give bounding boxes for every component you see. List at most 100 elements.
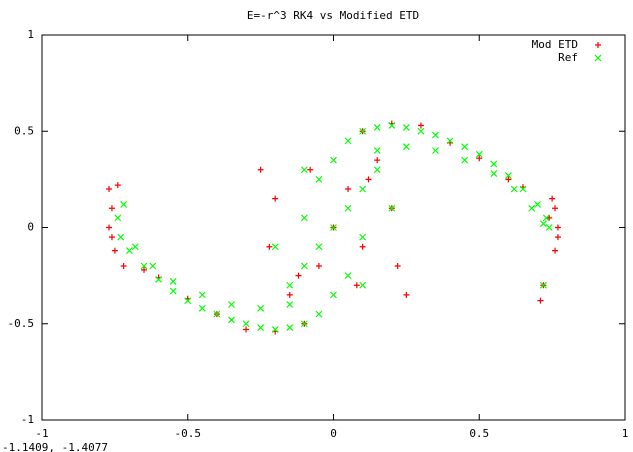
point	[345, 186, 352, 192]
point	[120, 200, 128, 208]
point	[476, 155, 483, 162]
point	[106, 186, 113, 192]
y-tick-label: 1	[27, 28, 34, 41]
point	[537, 297, 544, 304]
point	[271, 326, 279, 333]
point	[402, 143, 410, 151]
point	[286, 301, 294, 308]
point	[111, 247, 118, 254]
point	[242, 320, 250, 328]
point	[131, 243, 139, 251]
point	[243, 326, 250, 333]
point	[402, 123, 410, 131]
point	[373, 147, 381, 154]
coordinates: -1.1409, -1.4077	[2, 441, 108, 452]
point	[344, 137, 352, 145]
point	[300, 320, 308, 328]
point	[300, 214, 308, 222]
point	[504, 172, 512, 179]
point	[286, 324, 294, 332]
point	[554, 224, 561, 231]
point	[432, 131, 439, 139]
point	[490, 160, 498, 168]
point	[519, 185, 527, 193]
x-tick-label: 0.5	[469, 427, 489, 440]
point	[228, 316, 235, 324]
point	[114, 182, 121, 189]
point	[286, 291, 293, 298]
point	[539, 220, 547, 228]
point	[169, 287, 177, 295]
point	[461, 143, 469, 151]
legend-marker	[595, 42, 601, 48]
point	[272, 195, 279, 202]
point	[344, 272, 352, 280]
point	[140, 262, 148, 270]
point	[300, 262, 308, 270]
point	[373, 123, 381, 131]
point	[552, 205, 559, 212]
point	[432, 147, 439, 154]
point	[365, 176, 372, 183]
point	[359, 127, 367, 135]
x-tick-label: 0	[330, 427, 337, 440]
point	[108, 234, 115, 241]
point	[198, 291, 206, 299]
point	[394, 263, 401, 269]
point	[542, 214, 550, 222]
point	[155, 276, 163, 283]
point	[330, 291, 337, 299]
point	[300, 166, 308, 174]
point	[315, 175, 323, 183]
point	[184, 297, 192, 305]
point	[114, 214, 122, 222]
point	[510, 185, 518, 193]
point	[552, 247, 559, 254]
point	[257, 304, 265, 312]
y-tick-label: 0.5	[14, 124, 34, 137]
point	[330, 156, 337, 164]
legend-label: Ref	[558, 51, 578, 64]
point	[417, 127, 425, 135]
point	[169, 277, 177, 285]
point	[117, 233, 125, 241]
point	[315, 263, 322, 269]
point	[353, 282, 360, 289]
point	[286, 281, 294, 289]
point	[108, 205, 115, 212]
point	[388, 122, 396, 129]
point	[403, 291, 410, 298]
point	[307, 166, 314, 173]
point	[545, 224, 553, 231]
point	[271, 243, 279, 251]
point	[554, 234, 561, 241]
point	[417, 122, 424, 129]
point	[120, 263, 127, 269]
x-tick-label: -0.5	[175, 427, 202, 440]
point	[446, 137, 454, 145]
point	[388, 204, 396, 212]
point	[359, 233, 367, 241]
point	[490, 170, 498, 178]
y-tick-label: -1	[21, 413, 34, 426]
point	[330, 224, 337, 231]
point	[374, 157, 381, 164]
point	[106, 224, 113, 231]
point	[315, 243, 323, 251]
point	[475, 150, 483, 158]
point	[257, 324, 265, 332]
point	[359, 281, 367, 289]
point	[359, 185, 367, 193]
chart-title: E=-r^3 RK4 vs Modified ETD	[247, 9, 419, 22]
point	[461, 156, 469, 164]
point	[344, 204, 352, 212]
point	[546, 214, 553, 221]
point	[266, 243, 273, 250]
point	[228, 301, 235, 308]
point	[373, 166, 381, 174]
x-tick-label: 1	[622, 427, 629, 440]
y-tick-label: -0.5	[8, 317, 35, 330]
point	[528, 204, 536, 212]
y-tick-label: 0	[27, 221, 34, 234]
